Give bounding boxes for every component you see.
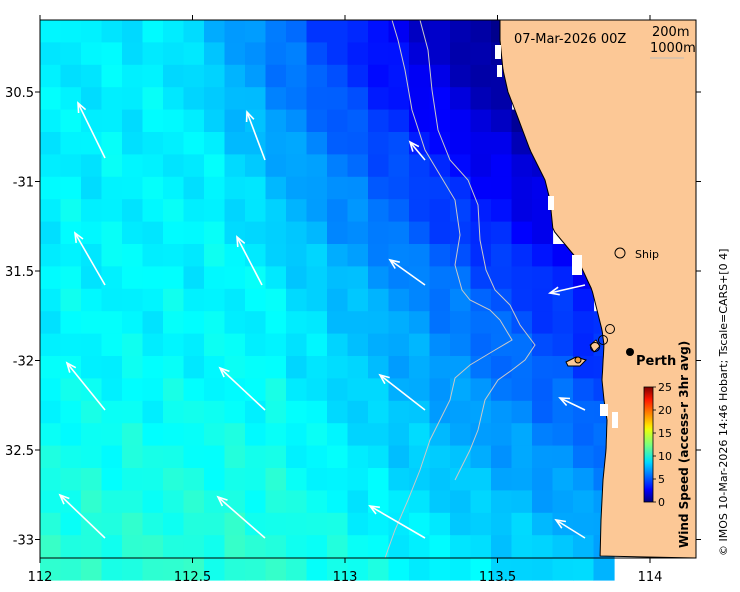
y-tick-label: 31.5	[5, 265, 34, 280]
contour-legend-1000m: 1000m	[650, 41, 696, 56]
x-tick-label: 113.5	[479, 570, 516, 585]
colorbar-tick-label: 20	[658, 404, 672, 417]
wind-arrow-icon	[73, 231, 106, 286]
wind-arrow-icon	[236, 235, 263, 286]
y-tick-label: 32.5	[5, 444, 34, 459]
wind-arrow-icon	[378, 373, 426, 411]
map-frame	[39, 19, 697, 559]
ship-marker: Ship	[614, 247, 659, 261]
colorbar-scale	[643, 386, 654, 503]
x-tick-label: 114	[638, 570, 663, 585]
x-tick-label: 112	[28, 570, 53, 585]
station-markers	[574, 324, 615, 364]
wind-arrow-icon	[58, 493, 106, 539]
wind-arrow-icon	[558, 397, 586, 411]
bathymetry-contours	[384, 19, 536, 559]
y-axis: 30.5 -31 31.5 -32 32.5 -33	[5, 86, 701, 549]
y-tick-label: -31	[13, 176, 34, 191]
wind-arrow-icon	[408, 140, 426, 161]
wind-arrow-icon	[388, 258, 426, 286]
wind-arrow-icon	[368, 504, 426, 539]
wind-arrow-icon	[218, 366, 266, 411]
wind-arrow-icon	[547, 284, 586, 296]
date-label: 07-Mar-2026 00Z	[514, 32, 626, 47]
station-marker-icon	[605, 324, 615, 334]
perth-marker: Perth	[626, 348, 676, 369]
contour-legend-200m: 200m	[652, 25, 689, 40]
city-label: Perth	[636, 354, 676, 369]
station-marker-icon	[598, 335, 608, 345]
colorbar: 0 5 10 15 20 25 Wind Speed (access-r 3hr avg)	[643, 341, 691, 548]
colorbar-tick-label: 25	[658, 381, 672, 394]
y-tick-label: -33	[13, 534, 34, 549]
wind-arrow-icon	[245, 110, 266, 161]
colorbar-tick-label: 0	[658, 496, 665, 509]
colorbar-tick-label: 15	[658, 427, 672, 440]
wind-speed-grid	[40, 20, 615, 581]
x-tick-label: 113	[333, 570, 358, 585]
colorbar-title: Wind Speed (access-r 3hr avg)	[677, 341, 691, 548]
wind-arrow-icon	[77, 101, 106, 159]
wind-arrow-icon	[65, 361, 106, 411]
wind-arrow-icon	[216, 495, 266, 539]
wind-arrow-icon	[554, 518, 586, 539]
credit-text: © IMOS 10-Mar-2026 14:46 Hobart; Tscale=…	[717, 249, 730, 556]
colorbar-tick-label: 5	[658, 473, 665, 486]
ship-icon	[614, 247, 626, 259]
y-tick-label: 30.5	[5, 86, 34, 101]
station-marker-icon	[574, 356, 582, 364]
wind-arrows	[58, 101, 586, 539]
x-tick-label: 112.5	[174, 570, 211, 585]
ship-label: Ship	[635, 248, 659, 261]
city-dot-icon	[626, 348, 634, 356]
colorbar-tick-label: 10	[658, 450, 672, 463]
station-marker-icon	[590, 342, 600, 352]
y-tick-label: -32	[13, 355, 34, 370]
